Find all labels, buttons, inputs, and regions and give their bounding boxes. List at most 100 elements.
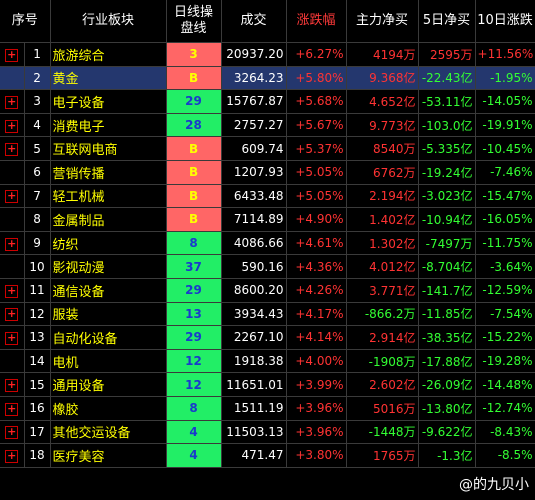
expand-cell[interactable]: + [0,325,25,350]
expand-plus-icon[interactable]: + [5,236,19,251]
volume-cell: 11651.01 [221,372,287,397]
flow5-cell: 2595万 [418,42,476,67]
table-row[interactable]: +11 通信设备 29 8600.20 +4.26% 3.771亿 -141.7亿 -12.5… [0,278,535,303]
row-number: 7 [24,184,51,209]
expand-plus-icon[interactable]: + [5,307,19,322]
sector-name[interactable]: 黄金 [50,66,167,91]
expand-plus-icon[interactable]: + [5,142,19,157]
sector-name[interactable]: 消费电子 [50,113,167,138]
sector-name[interactable]: 纺织 [50,231,167,256]
expand-plus-icon[interactable]: + [5,448,19,463]
sector-name[interactable]: 通信设备 [50,278,167,303]
row-number: 17 [24,420,51,445]
change-cell: +4.61% [286,231,347,256]
expand-cell[interactable] [0,66,25,91]
sector-name[interactable]: 电机 [50,349,167,374]
header-sector[interactable]: 行业板块 [50,0,167,43]
header-change10[interactable]: 10日涨跌 [475,0,535,43]
change-cell: +6.27% [286,42,347,67]
sector-name[interactable]: 金属制品 [50,207,167,232]
expand-cell[interactable] [0,207,25,232]
expand-plus-icon[interactable]: + [5,330,19,345]
sector-name[interactable]: 橡胶 [50,396,167,421]
mainflow-cell: 4194万 [346,42,419,67]
sector-name[interactable]: 电子设备 [50,89,167,114]
table-row[interactable]: +16 橡胶 8 1511.19 +3.96% 5016万 -13.80亿 -12.74% [0,396,535,421]
expand-cell[interactable]: + [0,184,25,209]
row-number: 18 [24,443,51,468]
header-seq[interactable]: 序号 [0,0,51,43]
header-mainflow[interactable]: 主力净买 [346,0,419,43]
expand-cell[interactable]: + [0,89,25,114]
row-number: 12 [24,302,51,327]
expand-cell[interactable]: + [0,302,25,327]
sector-name[interactable]: 互联网电商 [50,136,167,161]
row-number: 15 [24,372,51,397]
expand-cell[interactable]: + [0,231,25,256]
flow5-cell: -7497万 [418,231,476,256]
expand-cell[interactable]: + [0,113,25,138]
sector-name[interactable]: 影视动漫 [50,254,167,279]
expand-plus-icon[interactable]: + [5,425,19,440]
table-row[interactable]: +7 轻工机械 B 6433.48 +5.05% 2.194亿 -3.023亿 -15.47% [0,184,535,209]
expand-cell[interactable] [0,254,25,279]
table-row[interactable]: 2 黄金 B 3264.23 +5.80% 9.368亿 -22.43亿 -1.95% [0,66,535,91]
table-row[interactable]: +5 互联网电商 B 609.74 +5.37% 8540万 -5.335亿 -10.45% [0,136,535,161]
sector-name[interactable]: 轻工机械 [50,184,167,209]
table-row[interactable]: +4 消费电子 28 2757.27 +5.67% 9.773亿 -103.0亿 -19.91… [0,113,535,138]
header-flow5[interactable]: 5日净买 [418,0,476,43]
flow5-cell: -26.09亿 [418,372,476,397]
sector-name[interactable]: 营销传播 [50,160,167,185]
expand-plus-icon[interactable]: + [5,378,19,393]
header-volume[interactable]: 成交 [221,0,287,43]
table-row[interactable]: +13 自动化设备 29 2267.10 +4.14% 2.914亿 -38.35亿 -15.… [0,325,535,350]
table-row[interactable]: +15 通用设备 12 11651.01 +3.99% 2.602亿 -26.09亿 -14.… [0,372,535,397]
change10-cell: +11.56% [475,42,535,67]
table-row[interactable]: +1 旅游综合 3 20937.20 +6.27% 4194万 2595万 +11.56% [0,42,535,67]
table-row[interactable]: 6 营销传播 B 1207.93 +5.05% 6762万 -19.24亿 -7.46% [0,160,535,185]
change10-cell: -8.43% [475,420,535,445]
expand-cell[interactable]: + [0,420,25,445]
expand-cell[interactable]: + [0,136,25,161]
sector-name[interactable]: 其他交运设备 [50,420,167,445]
change10-cell: -3.64% [475,254,535,279]
expand-plus-icon[interactable]: + [5,283,19,298]
table-row[interactable]: +9 纺织 8 4086.66 +4.61% 1.302亿 -7497万 -11.75% [0,231,535,256]
table-row[interactable]: +17 其他交运设备 4 11503.13 +3.96% -1448万 -9.622亿 -8.… [0,420,535,445]
header-dayline[interactable]: 日线操 盘线 [166,0,222,43]
volume-cell: 8600.20 [221,278,287,303]
expand-cell[interactable]: + [0,443,25,468]
expand-cell[interactable]: + [0,278,25,303]
change-cell: +5.68% [286,89,347,114]
expand-plus-icon[interactable]: + [5,94,19,109]
expand-cell[interactable]: + [0,42,25,67]
table-row[interactable]: +12 服装 13 3934.43 +4.17% -866.2万 -11.85亿 -7.54% [0,302,535,327]
sector-name[interactable]: 医疗美容 [50,443,167,468]
expand-cell[interactable]: + [0,396,25,421]
sector-name[interactable]: 通用设备 [50,372,167,397]
expand-plus-icon[interactable]: + [5,189,19,204]
table-row[interactable]: 10 影视动漫 37 590.16 +4.36% 4.012亿 -8.704亿 -3.64% [0,254,535,279]
change-cell: +4.17% [286,302,347,327]
table-row[interactable]: 14 电机 12 1918.38 +4.00% -1908万 -17.88亿 -19.28% [0,349,535,374]
expand-cell[interactable]: + [0,372,25,397]
sector-name[interactable]: 自动化设备 [50,325,167,350]
table-row[interactable]: +3 电子设备 29 15767.87 +5.68% 4.652亿 -53.11亿 -14.0… [0,89,535,114]
expand-plus-icon[interactable]: + [5,401,19,416]
flow5-cell: -53.11亿 [418,89,476,114]
table-row[interactable]: +18 医疗美容 4 471.47 +3.80% 1765万 -1.3亿 -8.5% [0,443,535,468]
expand-cell[interactable] [0,349,25,374]
expand-plus-icon[interactable]: + [5,118,19,133]
table-row[interactable]: 8 金属制品 B 7114.89 +4.90% 1.402亿 -10.94亿 -16.05% [0,207,535,232]
volume-cell: 2267.10 [221,325,287,350]
dayline-badge: B [166,66,222,91]
sector-name[interactable]: 服装 [50,302,167,327]
mainflow-cell: 5016万 [346,396,419,421]
mainflow-cell: -1448万 [346,420,419,445]
sector-name[interactable]: 旅游综合 [50,42,167,67]
dayline-badge: 13 [166,302,222,327]
expand-plus-icon[interactable]: + [5,47,19,62]
header-change[interactable]: 涨跌幅 [286,0,347,43]
volume-cell: 4086.66 [221,231,287,256]
expand-cell[interactable] [0,160,25,185]
